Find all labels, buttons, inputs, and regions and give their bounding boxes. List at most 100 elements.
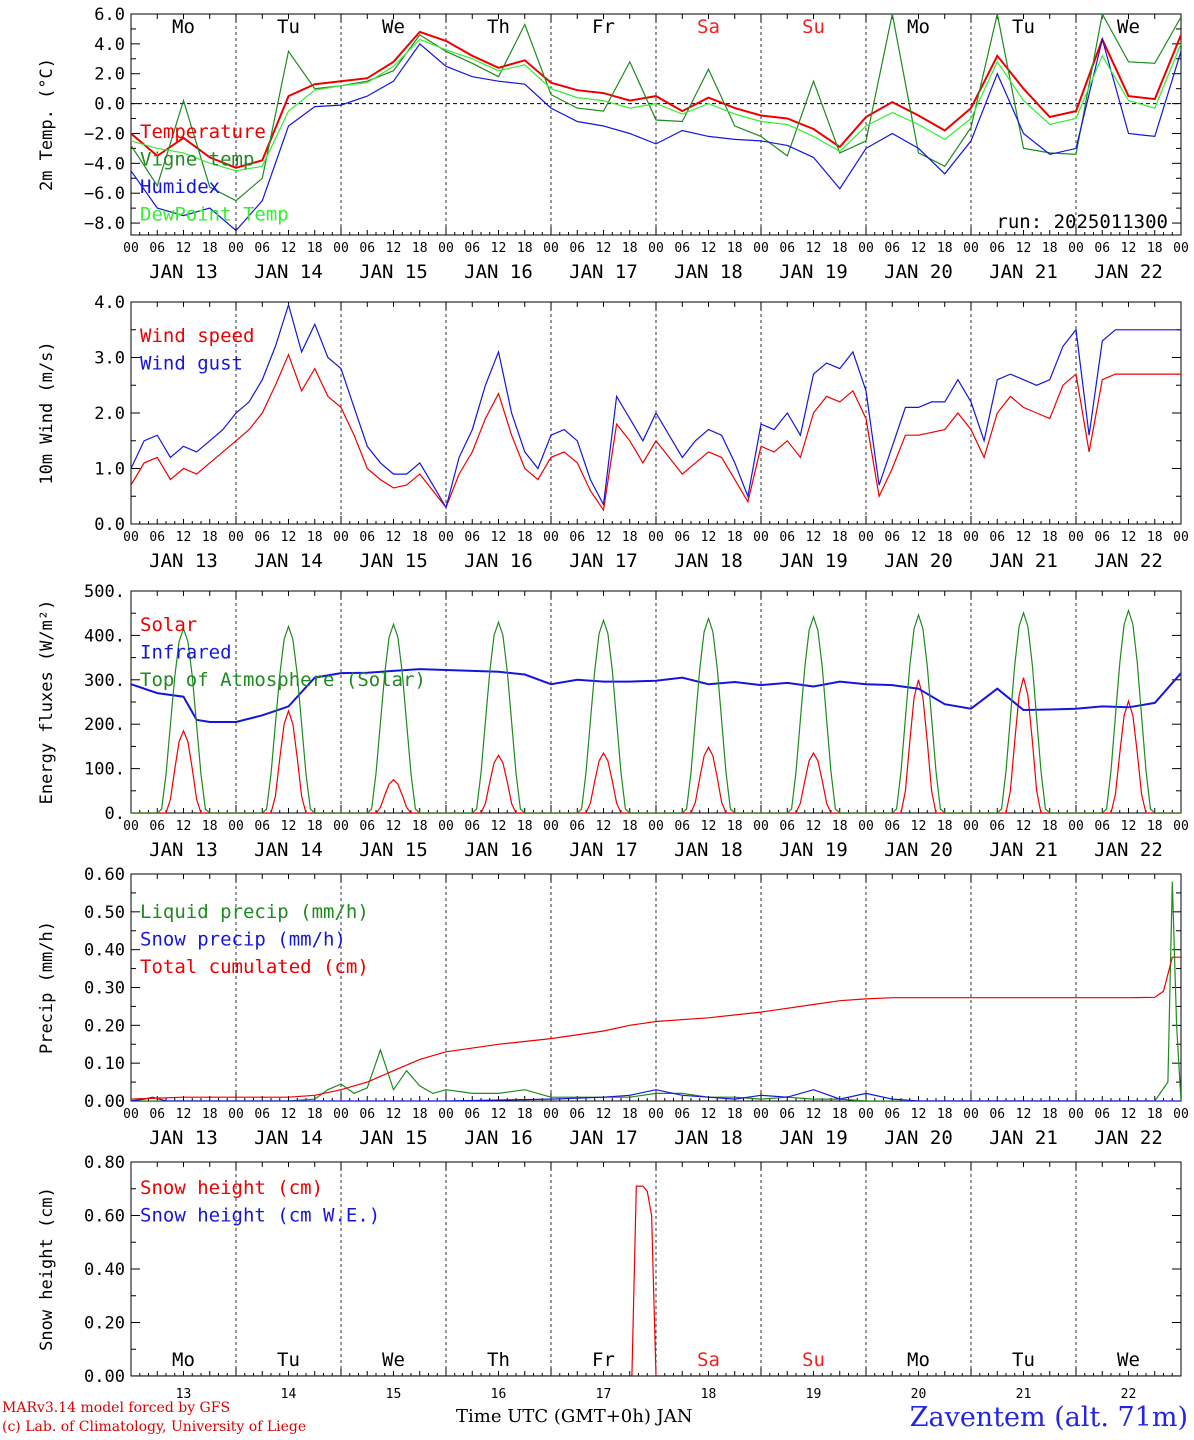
y-tick-label: 2.0 xyxy=(94,404,125,424)
series-total-cumulated-cm xyxy=(131,956,1181,1100)
legend-entry: Temperature xyxy=(140,121,266,143)
x-date-label: JAN 21 xyxy=(989,839,1058,861)
y-tick-label: 1.0 xyxy=(94,460,125,480)
x-hour-label: 06 xyxy=(989,241,1005,256)
weekday-labels: Mo Tu We Th Fr Sa Su Mo Tu We xyxy=(172,16,1140,38)
x-hour-label: 12 xyxy=(386,530,402,545)
y-axis-label: Snow height (cm) xyxy=(37,1187,57,1351)
x-hour-label: 18 xyxy=(517,1107,533,1122)
legend: Snow height (cm) Snow height (cm W.E.) xyxy=(140,1177,380,1227)
x-hour-label: 06 xyxy=(779,530,795,545)
x-hour-label: 18 xyxy=(832,819,848,834)
weekday-label: Su xyxy=(802,1349,825,1371)
x-hour-label: 18 xyxy=(937,1107,953,1122)
y-tick-label: 300. xyxy=(84,671,125,691)
weekday-label: Fr xyxy=(592,16,615,38)
x-date-label: JAN 19 xyxy=(779,1127,848,1149)
x-hour-label: 18 xyxy=(1042,819,1058,834)
x-hour-label: 12 xyxy=(1016,1107,1032,1122)
x-hour-label: 12 xyxy=(1016,819,1032,834)
x-hour-label: 00 xyxy=(228,1107,244,1122)
y-tick-label: 0.0 xyxy=(94,515,125,535)
y-axis: 4.0 3.0 2.0 1.0 0.0 xyxy=(94,293,1181,535)
series-temperature xyxy=(131,30,1181,169)
x-hour-label: 00 xyxy=(543,819,559,834)
series-snow-height-cm xyxy=(131,1185,1181,1376)
x-hour-label: 12 xyxy=(1121,530,1137,545)
y-tick-label: 400. xyxy=(84,626,125,646)
x-hour-label: 12 xyxy=(1121,241,1137,256)
legend-entry: Liquid precip (mm/h) xyxy=(140,901,369,923)
x-hour-label: 00 xyxy=(1173,1107,1189,1122)
series-vigne-temp xyxy=(131,14,1181,202)
y-tick-label: −2.0 xyxy=(84,124,125,144)
x-hour-label: 18 xyxy=(832,530,848,545)
x-hour-label: 12 xyxy=(806,241,822,256)
x-hour-label: 18 xyxy=(727,530,743,545)
x-hour-label: 12 xyxy=(701,530,717,545)
x-hour-label: 12 xyxy=(176,819,192,834)
x-hour-label: 12 xyxy=(176,1107,192,1122)
day-number: 13 xyxy=(176,1387,192,1400)
x-hour-label: 12 xyxy=(596,241,612,256)
x-hour-label: 00 xyxy=(543,530,559,545)
x-hour-label: 18 xyxy=(727,819,743,834)
x-hour-label: 00 xyxy=(123,530,139,545)
x-hour-label: 12 xyxy=(596,819,612,834)
x-date-label: JAN 18 xyxy=(674,550,743,572)
x-hour-label: 00 xyxy=(858,530,874,545)
y-axis-label: 10m Wind (m/s) xyxy=(37,341,57,484)
x-hour-label: 06 xyxy=(1094,819,1110,834)
y-tick-label: 0.10 xyxy=(84,1054,125,1074)
x-date-label: JAN 15 xyxy=(359,261,428,283)
legend-entry: Vigne temp xyxy=(140,149,254,171)
y-tick-label: 3.0 xyxy=(94,349,125,369)
x-hour-label: 00 xyxy=(123,241,139,256)
x-date-label: JAN 13 xyxy=(149,1127,218,1149)
x-hour-label: 18 xyxy=(517,819,533,834)
weekday-label: We xyxy=(1117,16,1140,38)
x-hour-label: 06 xyxy=(254,1107,270,1122)
x-date-label: JAN 21 xyxy=(989,550,1058,572)
y-tick-label: 100. xyxy=(84,760,125,780)
y-tick-label: 0.60 xyxy=(84,865,125,885)
y-axis: 0.80 0.60 0.40 0.20 0.00 xyxy=(84,1153,1181,1387)
legend-entry: Humidex xyxy=(140,176,220,198)
x-hour-label: 00 xyxy=(438,241,454,256)
x-hour-label: 00 xyxy=(648,1107,664,1122)
y-axis: 0.60 0.50 0.40 0.30 0.20 0.10 0.00 xyxy=(84,865,1181,1112)
x-hour-label: 06 xyxy=(359,530,375,545)
day-number: 17 xyxy=(596,1387,612,1400)
legend-entry: Wind speed xyxy=(140,325,254,347)
x-hour-label: 00 xyxy=(333,1107,349,1122)
x-hour-label: 18 xyxy=(307,819,323,834)
x-date-label: JAN 17 xyxy=(569,550,638,572)
x-hour-label: 12 xyxy=(911,241,927,256)
x-axis-labels: 00 06 12 18 JAN 13 00 06 12 18 JAN 14 00 06 12 18 JAN … xyxy=(123,241,1189,283)
x-hour-label: 00 xyxy=(1173,819,1189,834)
x-hour-label: 18 xyxy=(622,1107,638,1122)
x-axis-labels: 00 06 12 18 JAN 13 00 06 12 18 JAN 14 00 06 12 18 JAN … xyxy=(123,819,1189,861)
x-hour-label: 00 xyxy=(333,819,349,834)
series-group xyxy=(131,608,1181,813)
x-date-label: JAN 13 xyxy=(149,839,218,861)
x-date-label: JAN 20 xyxy=(884,261,953,283)
series-liquid-precip-mm-h xyxy=(131,881,1181,1101)
series-wind-gust xyxy=(131,302,1181,509)
x-hour-label: 06 xyxy=(569,819,585,834)
x-hour-label: 18 xyxy=(1147,530,1163,545)
x-hour-label: 12 xyxy=(596,1107,612,1122)
x-hour-label: 00 xyxy=(858,819,874,834)
x-hour-label: 00 xyxy=(963,530,979,545)
y-tick-label: 4.0 xyxy=(94,293,125,313)
x-hour-label: 12 xyxy=(491,819,507,834)
legend-entry: DewPoint Temp xyxy=(140,204,289,226)
y-tick-label: 0.00 xyxy=(84,1092,125,1112)
x-date-label: JAN 17 xyxy=(569,1127,638,1149)
y-tick-label: 0.80 xyxy=(84,1153,125,1173)
x-date-label: JAN 20 xyxy=(884,550,953,572)
x-date-label: JAN 16 xyxy=(464,839,533,861)
x-hour-label: 12 xyxy=(1121,819,1137,834)
x-hour-label: 06 xyxy=(464,241,480,256)
x-hour-label: 18 xyxy=(937,241,953,256)
